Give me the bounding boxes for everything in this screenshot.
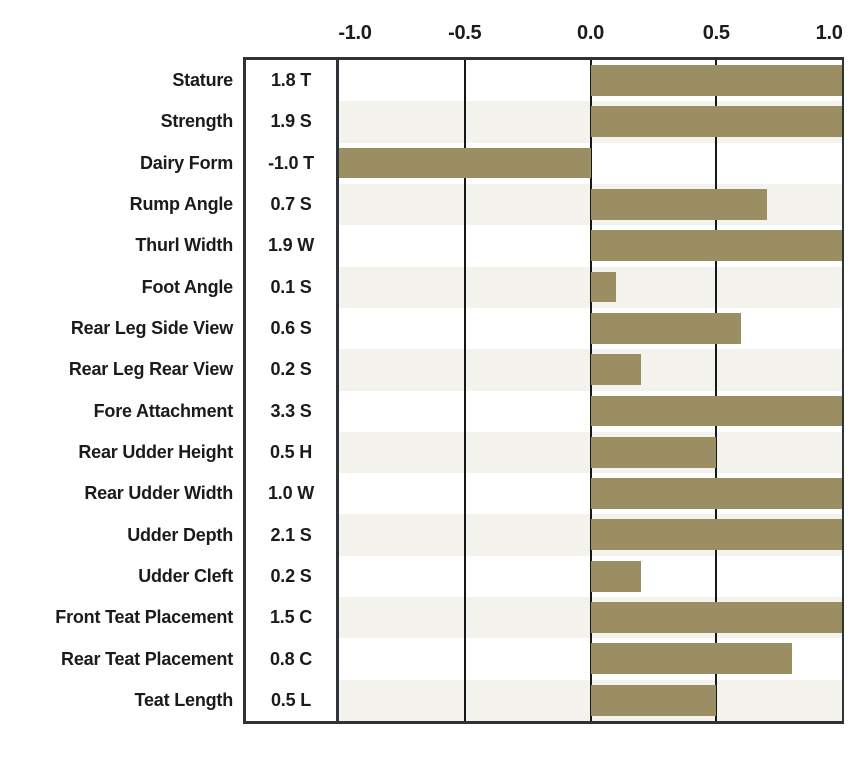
trait-value: -1.0 T — [268, 152, 314, 173]
trait-label: Teat Length — [134, 689, 234, 710]
trait-bar — [590, 271, 616, 303]
trait-value: 0.6 S — [270, 318, 312, 339]
x-axis-tick-label: 0.5 — [702, 22, 730, 44]
gridline--0.5 — [463, 60, 466, 721]
trait-value: 1.5 C — [269, 607, 313, 628]
trait-value: 0.2 S — [270, 359, 312, 380]
trait-value: 1.0 W — [267, 483, 314, 504]
trait-label: Rump Angle — [129, 194, 234, 215]
gridline-0.5 — [715, 60, 718, 721]
trait-label: Strength — [160, 111, 234, 132]
trait-bar — [590, 65, 842, 96]
trait-label: Dairy Form — [139, 152, 233, 173]
trait-label: Stature — [172, 70, 233, 91]
trait-bar — [590, 560, 641, 592]
trait-bar — [590, 230, 842, 262]
trait-bar — [590, 106, 842, 138]
trait-bar — [339, 147, 591, 179]
trait-bar — [590, 312, 742, 344]
trait-label: Thurl Width — [135, 235, 233, 256]
trait-value: 2.1 S — [270, 524, 312, 545]
x-axis-tick-label: -1.0 — [338, 22, 372, 44]
trait-bar — [590, 478, 842, 509]
trait-bar — [590, 354, 641, 385]
trait-label: Fore Attachment — [93, 400, 234, 421]
trait-bar — [590, 602, 842, 633]
trait-bar — [590, 436, 717, 468]
trait-label: Rear Udder Width — [84, 483, 233, 504]
trait-value: 1.8 T — [270, 70, 312, 91]
trait-bar — [590, 684, 717, 716]
trait-value: 1.9 S — [270, 111, 312, 132]
trait-bar — [590, 395, 842, 427]
chart-box: 1.8 T 1.9 S -1.0 T 0.7 S 1.9 W 0.1 S 0.6 S 0.2 … — [243, 57, 844, 724]
x-axis-tick-label: 0.0 — [577, 22, 604, 44]
trait-value: 1.9 W — [267, 235, 314, 256]
trait-bar — [590, 643, 792, 675]
trait-label: Udder Cleft — [138, 565, 233, 586]
trait-label: Udder Depth — [127, 524, 233, 545]
x-axis-tick-label: -0.5 — [448, 22, 482, 44]
gridline-0.0 — [589, 60, 592, 721]
trait-value-column: 1.8 T 1.9 S -1.0 T 0.7 S 1.9 W 0.1 S 0.6 S 0.2 … — [246, 60, 339, 721]
trait-label: Rear Udder Height — [78, 441, 233, 462]
trait-value: 0.1 S — [270, 276, 312, 297]
trait-label-column: Stature Strength Dairy Form Rump Angle Thurl… — [0, 60, 233, 721]
trait-label: Rear Leg Side View — [70, 318, 233, 339]
trait-value: 0.5 L — [270, 689, 312, 710]
trait-value: 3.3 S — [270, 400, 312, 421]
x-axis-tick-labels: -1.0 -0.5 0.0 0.5 1.0 — [338, 22, 843, 54]
trait-label: Rear Leg Rear View — [68, 359, 233, 380]
trait-bar — [590, 188, 767, 220]
trait-value: 0.7 S — [270, 194, 312, 215]
x-axis-tick-label: 1.0 — [815, 22, 843, 44]
plot-area — [339, 60, 842, 721]
trait-label: Front Teat Placement — [55, 607, 233, 628]
trait-label: Rear Teat Placement — [61, 648, 233, 669]
trait-bar — [590, 519, 842, 551]
trait-value: 0.5 H — [269, 441, 313, 462]
trait-label: Foot Angle — [141, 276, 234, 297]
trait-value: 0.8 C — [269, 648, 313, 669]
trait-value: 0.2 S — [270, 565, 312, 586]
